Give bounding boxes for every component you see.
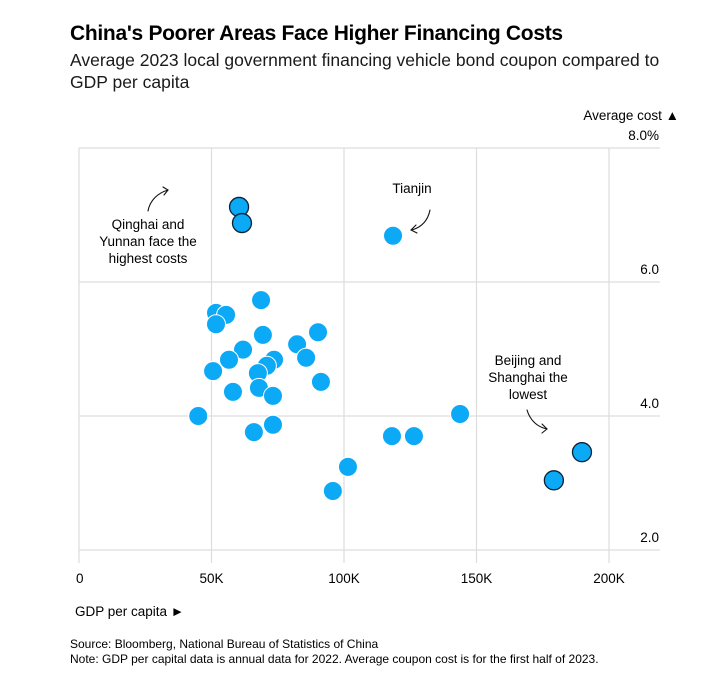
data-point xyxy=(203,361,224,382)
grid-lines xyxy=(78,147,660,563)
data-point xyxy=(308,322,329,343)
data-point xyxy=(222,381,243,402)
annotation-text: Tianjin xyxy=(392,181,431,196)
annotation-text: Qinghai and xyxy=(112,217,185,232)
data-point xyxy=(218,349,239,370)
source-note: Source: Bloomberg, National Bureau of St… xyxy=(70,637,379,651)
data-point-tianjin xyxy=(383,225,404,246)
y-tick-label: 6.0 xyxy=(640,262,659,277)
y-axis-ticks: 8.0% 6.0 4.0 2.0 xyxy=(628,128,659,545)
y-tick-label: 4.0 xyxy=(640,396,659,411)
data-point xyxy=(188,406,209,426)
annotation-text: lowest xyxy=(509,387,548,402)
x-tick-label: 100K xyxy=(328,571,360,586)
annotations: Qinghai and Yunnan face the highest costs T… xyxy=(99,181,568,434)
arrow-icon xyxy=(526,409,548,430)
data-point xyxy=(206,314,227,335)
annotation-text: highest costs xyxy=(109,251,188,266)
annotation-text: Shanghai the xyxy=(488,370,568,385)
x-tick-label: 50K xyxy=(199,571,223,586)
data-point xyxy=(403,426,424,447)
data-point xyxy=(296,347,317,368)
chart-title: China's Poorer Areas Face Higher Financi… xyxy=(70,22,563,45)
data-note: Note: GDP per capital data is annual dat… xyxy=(70,652,599,666)
annotation-text: Yunnan face the xyxy=(99,234,197,249)
data-point xyxy=(251,290,272,311)
data-point xyxy=(262,414,283,435)
annotation-text: Beijing and xyxy=(495,353,562,368)
x-tick-label: 0 xyxy=(76,571,84,586)
y-tick-label: 8.0% xyxy=(628,128,659,143)
data-point-yunnan xyxy=(231,212,253,234)
arrow-head-icon xyxy=(410,224,418,234)
data-point xyxy=(310,371,331,392)
annotation-tianjin: Tianjin xyxy=(392,181,431,196)
chart-subtitle: Average 2023 local government financing … xyxy=(70,50,660,92)
x-tick-label: 150K xyxy=(461,571,493,586)
x-axis-ticks: 0 50K 100K 150K 200K xyxy=(76,571,625,586)
data-point xyxy=(252,324,273,345)
annotation-qinghai-yunnan: Qinghai and Yunnan face the highest costs xyxy=(99,217,197,266)
data-point xyxy=(233,339,254,360)
data-point xyxy=(450,403,471,424)
y-axis-label: Average cost ▲ xyxy=(583,108,679,123)
data-point xyxy=(243,422,264,443)
data-point-shanghai xyxy=(543,470,565,491)
data-point xyxy=(381,426,402,447)
data-point xyxy=(337,456,358,477)
arrow-head-icon xyxy=(162,186,169,196)
arrow-icon xyxy=(411,209,431,231)
data-point xyxy=(262,385,283,406)
annotation-beijing-shanghai: Beijing and Shanghai the lowest xyxy=(488,353,568,402)
data-point-beijing xyxy=(571,442,593,463)
footer: Source: Bloomberg, National Bureau of St… xyxy=(70,637,599,667)
x-axis-label: GDP per capita ► xyxy=(75,604,185,619)
data-points xyxy=(188,196,593,502)
y-tick-label: 2.0 xyxy=(640,530,659,545)
data-point xyxy=(322,481,343,502)
x-tick-label: 200K xyxy=(593,571,625,586)
arrow-head-icon xyxy=(541,423,548,434)
arrow-icon xyxy=(147,189,169,212)
